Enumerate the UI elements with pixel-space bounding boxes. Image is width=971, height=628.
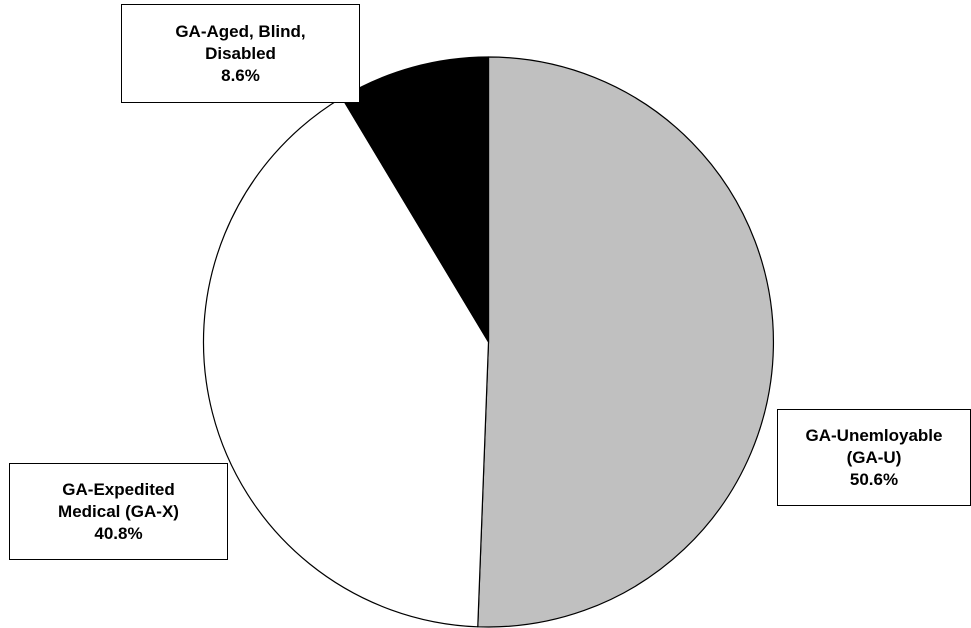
pie-slice-expedited-medical <box>202 97 490 628</box>
slice-label-expedited-medical: GA-Expedited Medical (GA-X) 40.8% <box>9 463 228 560</box>
slice-label-line-2: Medical (GA-X) <box>58 501 179 521</box>
slice-label-line-1: GA-Aged, Blind, <box>175 21 306 41</box>
slice-label-aged-blind-disabled: GA-Aged, Blind, Disabled 8.6% <box>121 4 360 103</box>
slice-label-line-2: (GA-U) <box>846 447 902 467</box>
slice-value-label: 40.8% <box>94 523 143 543</box>
slice-value-label: 8.6% <box>221 65 260 85</box>
slice-label-line-1: GA-Expedited <box>62 479 175 499</box>
slice-label-line-1: GA-Unemloyable <box>805 425 943 445</box>
pie-slices <box>202 56 775 628</box>
slice-label-unemployable: GA-Unemloyable (GA-U) 50.6% <box>777 409 971 506</box>
pie-slice-unemployable <box>477 56 775 628</box>
slice-value-label: 50.6% <box>849 469 899 489</box>
slice-label-line-2: Disabled <box>205 43 276 63</box>
